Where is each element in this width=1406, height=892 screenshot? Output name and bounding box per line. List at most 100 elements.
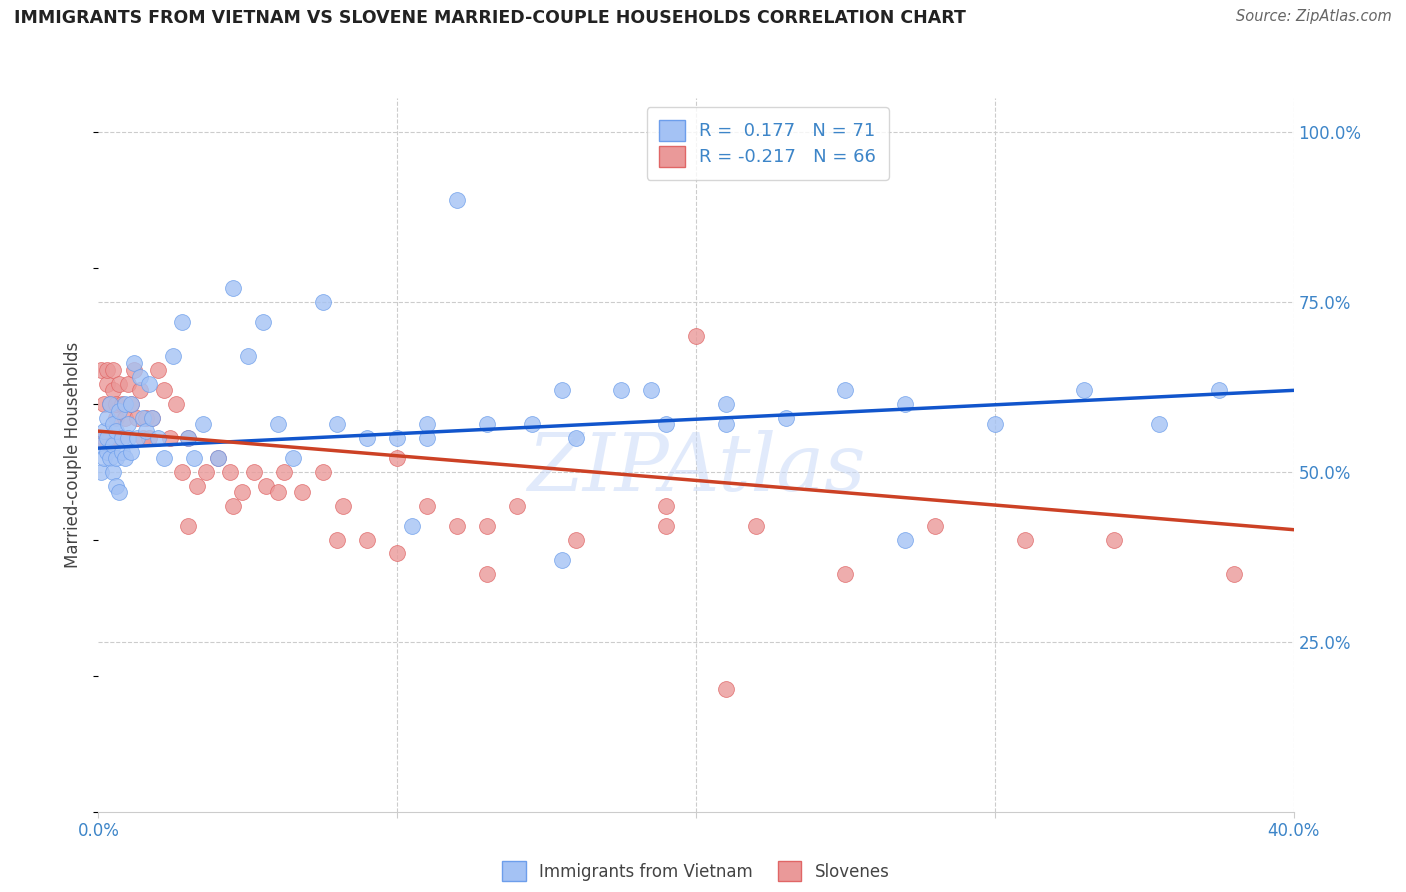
Point — [103, 438, 125, 452]
Point — [385, 451, 409, 466]
Point — [475, 417, 498, 432]
Point — [195, 465, 218, 479]
Point — [475, 566, 498, 581]
Point — [183, 451, 205, 466]
Point — [141, 410, 163, 425]
Point — [401, 519, 423, 533]
Point — [640, 384, 662, 398]
Point — [273, 465, 295, 479]
Point — [291, 485, 314, 500]
Point — [103, 384, 125, 398]
Point — [565, 431, 588, 445]
Point — [332, 499, 354, 513]
Point — [132, 410, 155, 425]
Point — [565, 533, 588, 547]
Point — [894, 397, 917, 411]
Point — [135, 424, 157, 438]
Point — [326, 533, 349, 547]
Point — [385, 431, 409, 445]
Point — [117, 417, 139, 432]
Point — [446, 193, 468, 207]
Point — [207, 451, 229, 466]
Point — [93, 397, 115, 411]
Point — [103, 465, 125, 479]
Point — [129, 384, 152, 398]
Point — [520, 417, 543, 432]
Point — [124, 363, 146, 377]
Point — [105, 451, 128, 466]
Point — [111, 444, 134, 458]
Text: Source: ZipAtlas.com: Source: ZipAtlas.com — [1236, 9, 1392, 24]
Text: ZIPAtlas: ZIPAtlas — [527, 431, 865, 508]
Point — [165, 397, 187, 411]
Point — [117, 376, 139, 391]
Point — [105, 424, 128, 438]
Point — [114, 451, 136, 466]
Point — [834, 566, 856, 581]
Point — [100, 397, 122, 411]
Point — [103, 417, 125, 432]
Point — [356, 533, 378, 547]
Point — [311, 295, 333, 310]
Point — [685, 329, 707, 343]
Point — [129, 369, 152, 384]
Point — [1104, 533, 1126, 547]
Point — [96, 431, 118, 445]
Point — [96, 376, 118, 391]
Point — [1147, 417, 1170, 432]
Point — [655, 417, 678, 432]
Point — [267, 417, 290, 432]
Point — [610, 384, 633, 398]
Point — [177, 431, 200, 445]
Point — [1223, 566, 1246, 581]
Point — [281, 451, 304, 466]
Point — [550, 553, 572, 567]
Point — [138, 376, 160, 391]
Point — [550, 384, 572, 398]
Point — [148, 431, 170, 445]
Point — [416, 417, 439, 432]
Point — [120, 397, 142, 411]
Point — [105, 478, 128, 492]
Point — [1014, 533, 1036, 547]
Point — [135, 410, 157, 425]
Point — [132, 431, 155, 445]
Point — [105, 410, 128, 425]
Point — [326, 417, 349, 432]
Point — [117, 431, 139, 445]
Point — [446, 519, 468, 533]
Point — [120, 444, 142, 458]
Point — [186, 478, 208, 492]
Point — [153, 384, 176, 398]
Point — [243, 465, 266, 479]
Point — [127, 431, 149, 445]
Point — [655, 519, 678, 533]
Point — [1073, 384, 1095, 398]
Point — [90, 438, 112, 452]
Point — [207, 451, 229, 466]
Point — [231, 485, 253, 500]
Point — [90, 465, 112, 479]
Point — [172, 315, 194, 329]
Text: IMMIGRANTS FROM VIETNAM VS SLOVENE MARRIED-COUPLE HOUSEHOLDS CORRELATION CHART: IMMIGRANTS FROM VIETNAM VS SLOVENE MARRI… — [14, 9, 966, 27]
Point — [745, 519, 768, 533]
Point — [162, 350, 184, 364]
Point — [141, 410, 163, 425]
Point — [177, 519, 200, 533]
Point — [111, 431, 134, 445]
Point — [714, 682, 737, 697]
Point — [714, 417, 737, 432]
Point — [311, 465, 333, 479]
Point — [111, 397, 134, 411]
Point — [108, 403, 131, 417]
Point — [191, 417, 214, 432]
Point — [254, 478, 277, 492]
Point — [111, 431, 134, 445]
Point — [655, 499, 678, 513]
Point — [93, 451, 115, 466]
Point — [984, 417, 1007, 432]
Point — [894, 533, 917, 547]
Point — [714, 397, 737, 411]
Point — [108, 485, 131, 500]
Point — [108, 431, 131, 445]
